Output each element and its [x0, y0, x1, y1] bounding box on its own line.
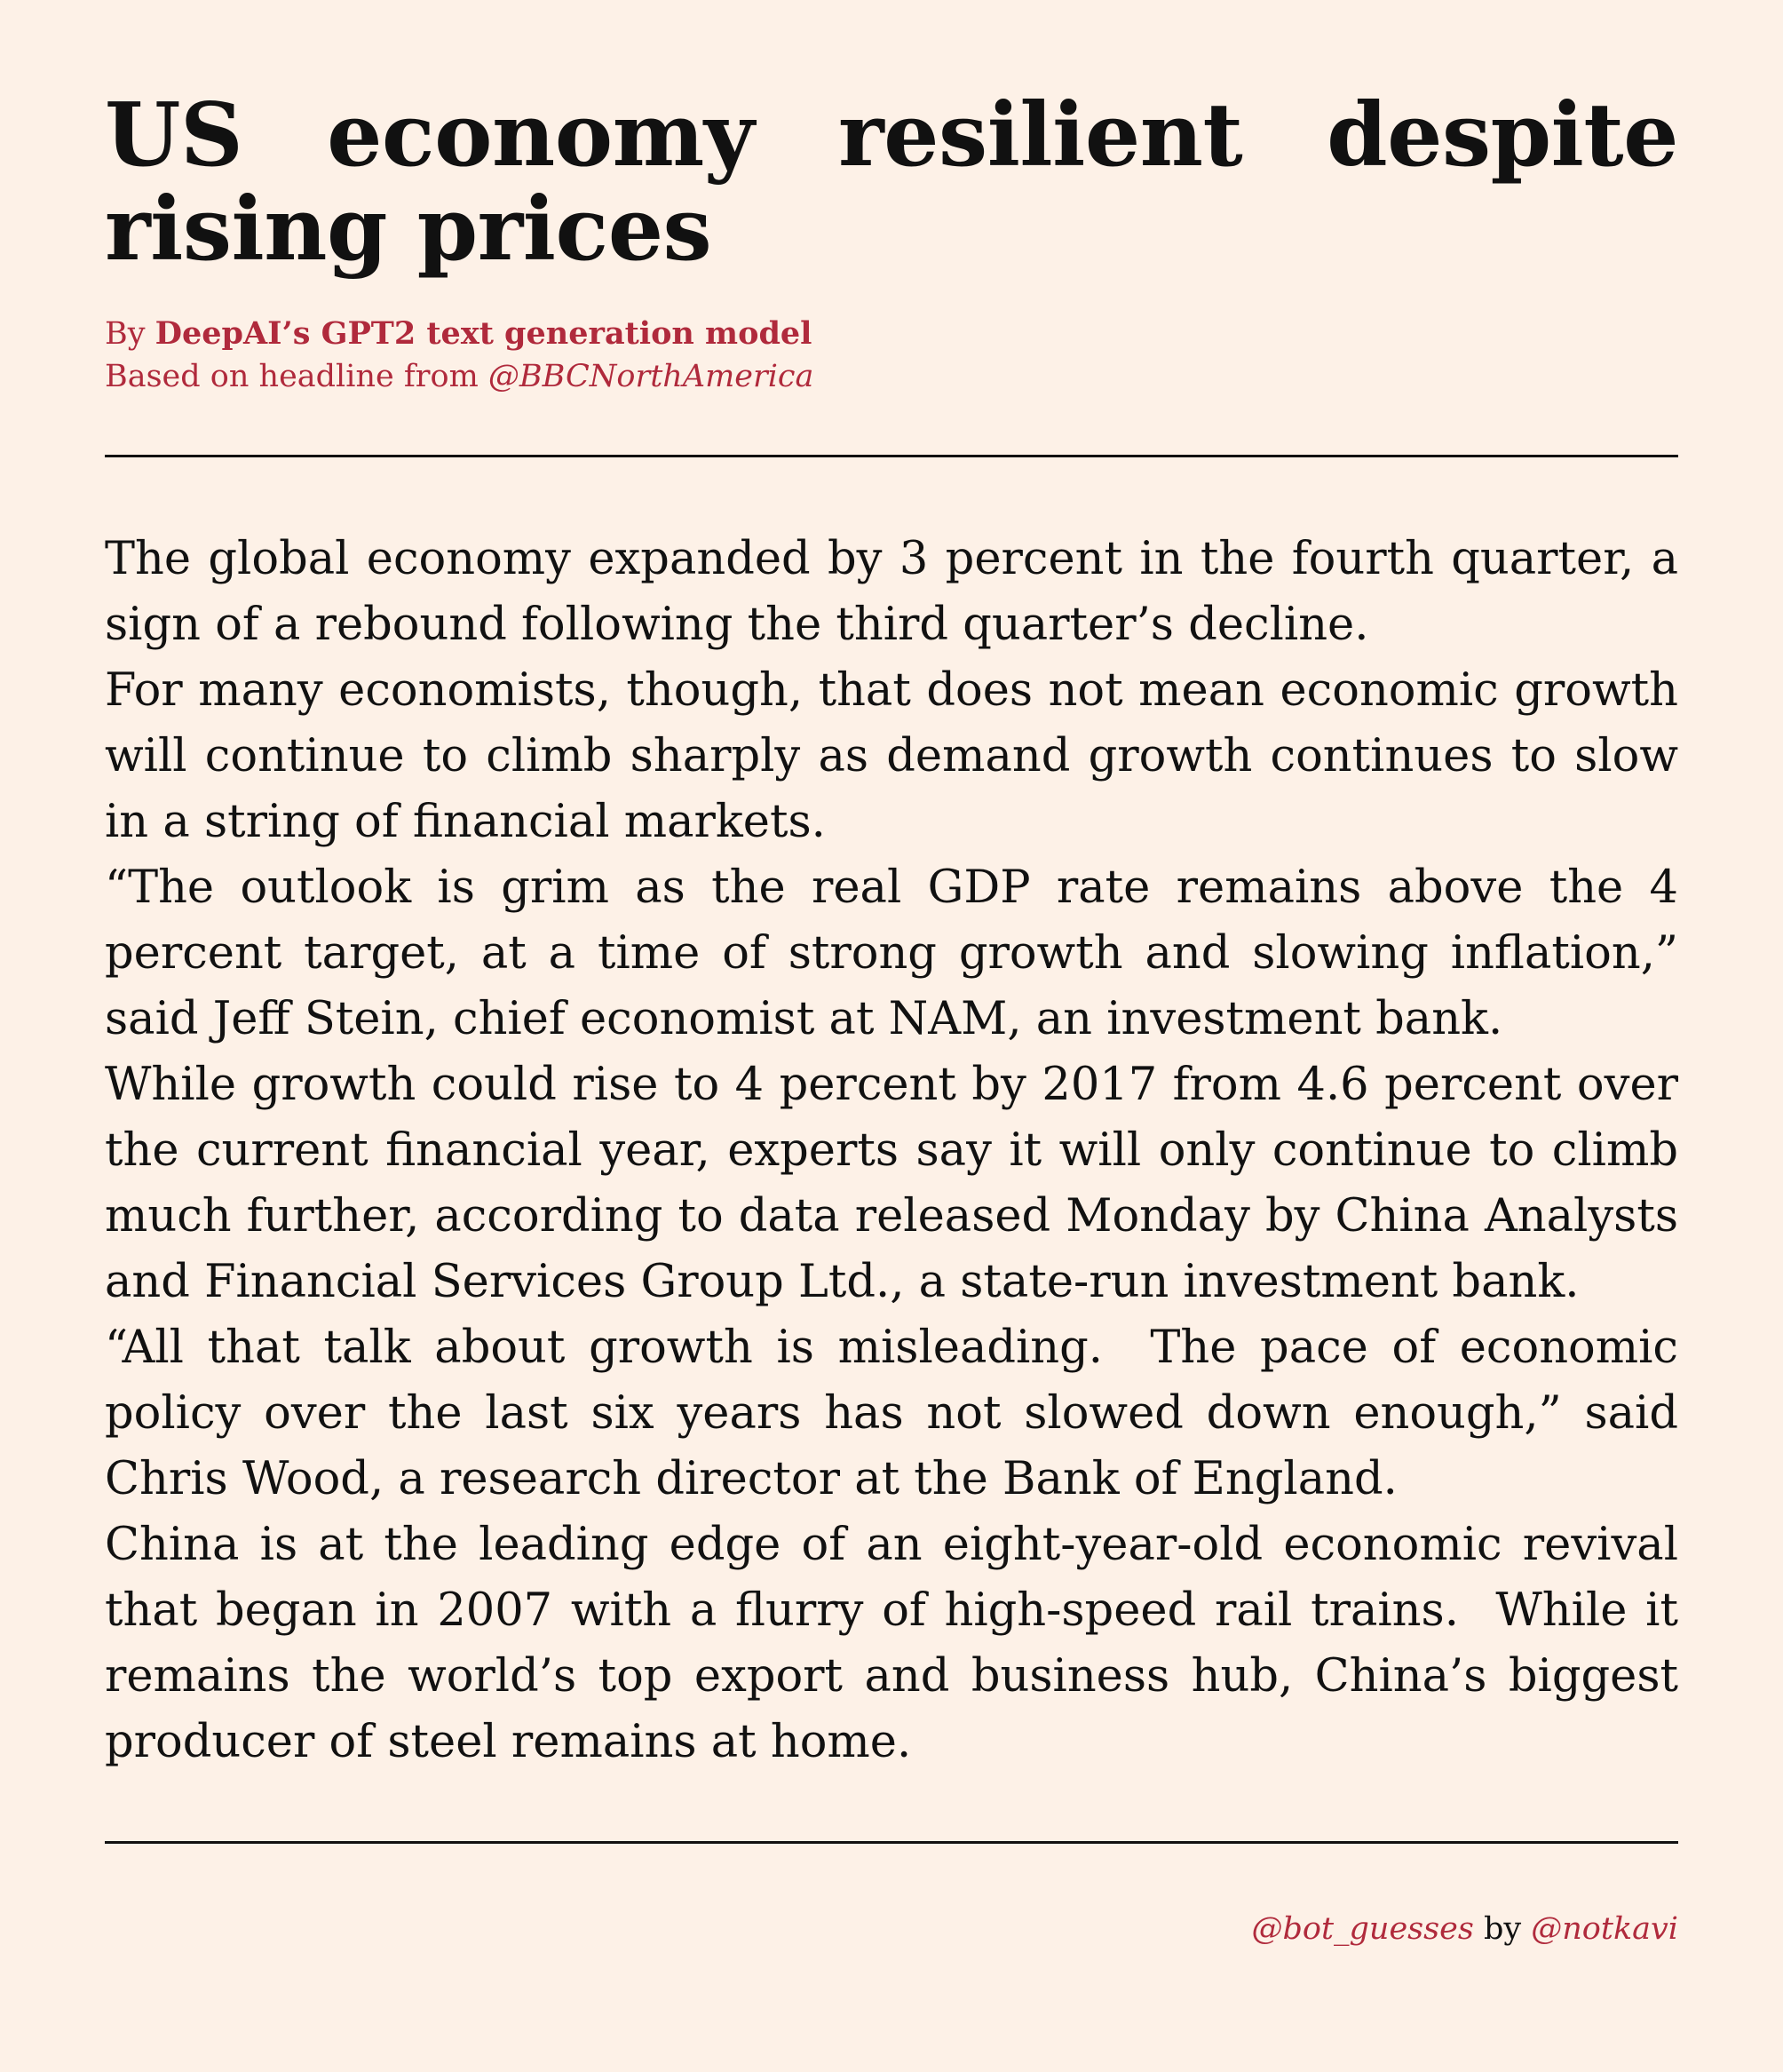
article-paragraph: “All that talk about growth is misleadin… — [105, 1322, 1693, 1505]
bottom-divider — [105, 1841, 1678, 1844]
byline-source-prefix: Based on headline from — [105, 359, 479, 394]
byline-source-handle: @BBCNorthAmerica — [487, 359, 814, 394]
article-page: US economy resilient despite rising pric… — [105, 84, 1679, 1949]
footer-credit: @bot_guesses by @notkavi — [105, 1909, 1678, 1949]
byline-author-line: By DeepAI’s GPT2 text generation model — [105, 313, 1678, 355]
top-divider — [105, 455, 1678, 457]
article-body: The global economy expanded by 3 percent… — [105, 527, 1678, 1775]
bot-handle-link[interactable]: @bot_guesses — [1251, 1911, 1474, 1947]
byline-source-line: Based on headline from @BBCNorthAmerica — [105, 355, 1678, 398]
article-paragraph: China is at the leading edge of an eight… — [105, 1519, 1693, 1768]
headline: US economy resilient despite rising pric… — [105, 84, 1679, 281]
article-paragraph: “The outlook is grim as the real GDP rat… — [105, 861, 1678, 1045]
byline: By DeepAI’s GPT2 text generation model B… — [105, 313, 1678, 398]
article-paragraph: While growth could rise to 4 percent by … — [105, 1059, 1678, 1308]
article-paragraph: For many economists, though, that does n… — [105, 664, 1678, 848]
footer-by-word: by — [1483, 1911, 1522, 1947]
byline-author: DeepAI’s GPT2 text generation model — [155, 315, 812, 352]
byline-prefix: By — [105, 316, 146, 352]
article-paragraph: The global economy expanded by 3 percent… — [105, 533, 1678, 651]
creator-handle-link[interactable]: @notkavi — [1531, 1911, 1678, 1947]
